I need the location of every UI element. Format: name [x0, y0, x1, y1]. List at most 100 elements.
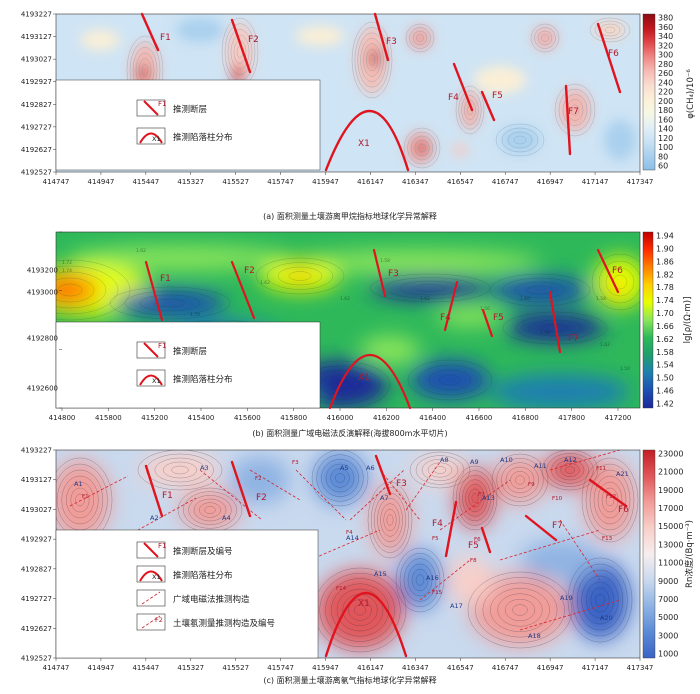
panel-c-legend: F1 推测断层及编号 X1 推测陷落柱分布 广域电磁法推测构造 F2 土壤氡测量… — [55, 529, 319, 659]
x-tick-label: 416147 — [357, 178, 384, 186]
anomaly-label: A21 — [616, 470, 629, 478]
fault-trace — [481, 308, 494, 338]
colorbar-tick-label: 280 — [658, 60, 673, 69]
x-tick-label: 416800 — [512, 414, 539, 422]
panel-a-caption: (a) 面积测量土壤游离甲烷指标地球化学异常解释 — [263, 211, 437, 221]
x-tick-label: 414747 — [43, 664, 70, 672]
colorbar-tick-label: 320 — [658, 41, 673, 50]
y-tick-label: 4192827 — [21, 101, 52, 109]
structure-label: F15 — [432, 590, 443, 596]
x-tick-label: 417147 — [582, 178, 609, 186]
anomaly-label: A6 — [366, 464, 375, 472]
contour-label: 1.60 — [520, 296, 530, 302]
colorbar-tick-label: 180 — [658, 106, 673, 115]
fault-label: F3 — [396, 479, 407, 489]
x-tick-label: 417347 — [627, 178, 654, 186]
x-tick-label: 415447 — [132, 664, 159, 672]
colorbar-tick-label: 1000 — [658, 650, 678, 659]
fault-label: F2 — [248, 35, 259, 45]
x-tick-label: 415747 — [267, 178, 294, 186]
contour-label: 1.62 — [600, 342, 610, 348]
fault-trace — [564, 84, 572, 156]
x-tick-label: 416947 — [537, 178, 564, 186]
y-tick-label: 4192927 — [21, 536, 52, 544]
fault-trace — [548, 290, 562, 354]
structure-label: F11 — [596, 466, 606, 472]
structure-label: F2 — [255, 476, 262, 482]
structure-label: F3 — [292, 460, 299, 466]
y-tick-label: 4193027 — [21, 56, 52, 64]
colorbar-tick-label: 340 — [658, 32, 673, 41]
fault-label: F4 — [432, 519, 443, 529]
colorbar-tick-label: 1.58 — [656, 348, 674, 357]
panel-b-colorbar-label: lg[ρ/(Ω·m)] — [683, 297, 693, 344]
colorbar-tick-label: 17000 — [658, 504, 683, 513]
x-tick-label: 414747 — [43, 178, 70, 186]
colorbar-tick-label: 80 — [658, 152, 668, 161]
y-tick-label: 4193127 — [21, 476, 52, 484]
x-tick-label: 416000 — [327, 414, 354, 422]
fault-trace — [443, 280, 459, 332]
y-tick-label: 4192727 — [21, 123, 52, 131]
anomaly-label: A14 — [346, 534, 359, 542]
legend-b-label-1: 推测断层 — [173, 346, 207, 357]
x-tick-label: 415947 — [312, 664, 339, 672]
fault-label: F2 — [256, 493, 267, 503]
y-tick-label: 4193127 — [21, 33, 52, 41]
fault-label: F5 — [493, 313, 504, 323]
y-tick-label: 4193000 — [27, 289, 58, 297]
legend-c-label-3: 广域电磁法推测构造 — [173, 594, 250, 605]
structure-label: F7 — [478, 492, 485, 498]
colorbar-tick-label: 1.86 — [656, 257, 674, 266]
fault-label: F3 — [388, 269, 399, 279]
colorbar-tick-label: 19000 — [658, 486, 683, 495]
x-tick-label: 414947 — [88, 664, 115, 672]
colorbar-tick-label: 60 — [658, 162, 668, 171]
fault-label: F4 — [440, 313, 451, 323]
fault-trace — [373, 12, 390, 62]
contour-label: 1.62 — [420, 296, 430, 302]
legend-b-label-2: 推测陷落柱分布 — [173, 374, 233, 385]
panel-c-colorbar-label: Rn浓度/(Bq·m⁻³) — [684, 520, 695, 588]
contour-label: 1.70 — [190, 312, 200, 318]
x-tick-label: 416347 — [402, 178, 429, 186]
fault-label: F6 — [618, 505, 629, 515]
x-tick-label: 417800 — [558, 414, 585, 422]
anomaly-label: A1 — [74, 480, 83, 488]
colorbar-tick-label: 1.54 — [656, 361, 674, 370]
panel-c-axes: 414747 414947 415447 415327 415527 415747 4159… — [21, 447, 654, 673]
structure-label: F12 — [606, 494, 616, 500]
anomaly-label: A16 — [426, 574, 439, 582]
colorbar-tick-label: 200 — [658, 97, 673, 106]
panel-a-legend: F1 推测断层 X1 推测陷落柱分布 — [55, 79, 321, 171]
colorbar-tick-label: 1.78 — [656, 283, 674, 292]
structure-label: F14 — [336, 586, 347, 592]
colorbar-tick-label: 1.94 — [656, 232, 674, 241]
colorbar-tick-label: 120 — [658, 134, 673, 143]
x-tick-label: 416547 — [447, 664, 474, 672]
x-tick-label: 414947 — [88, 178, 115, 186]
anomaly-label: A17 — [450, 602, 463, 610]
legend-b-tag-1: F1 — [158, 342, 166, 350]
fault-trace — [144, 260, 164, 322]
fault-label: F2 — [244, 266, 255, 276]
x-tick-label: 415447 — [132, 178, 159, 186]
y-tick-label: 4192627 — [21, 625, 52, 633]
colorbar-tick-label: 360 — [658, 23, 673, 32]
structure-label: F10 — [552, 496, 563, 502]
legend-c-tag-4: F2 — [155, 616, 163, 624]
fault-trace — [230, 260, 256, 320]
structure-label: F4 — [346, 530, 353, 536]
contour-label: 1.62 — [136, 248, 146, 254]
anomaly-label: A13 — [482, 494, 495, 502]
panel-b-colorbar: 1.94 1.90 1.86 1.82 1.78 1.74 1.70 1.66 1.62 1.58… — [642, 232, 693, 409]
collapse-column-label: X1 — [358, 373, 370, 383]
x-tick-label: 415800 — [280, 414, 307, 422]
anomaly-label: A11 — [534, 462, 547, 470]
panel-c-colorbar: 23000 21000 19000 17000 15000 13000 11000 9000 7… — [642, 450, 695, 659]
collapse-column-label: X1 — [358, 139, 370, 149]
x-tick-label: 415800 — [95, 414, 122, 422]
fault-trace — [480, 526, 492, 554]
